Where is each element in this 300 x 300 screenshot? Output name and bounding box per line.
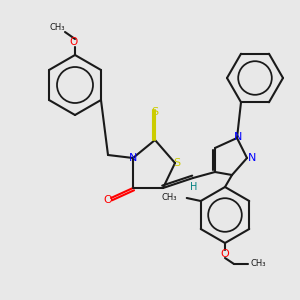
- Text: H: H: [190, 182, 198, 192]
- Text: S: S: [173, 158, 181, 168]
- Text: CH₃: CH₃: [49, 23, 65, 32]
- Text: CH₃: CH₃: [161, 194, 177, 202]
- Text: N: N: [234, 132, 242, 142]
- Text: S: S: [152, 107, 159, 117]
- Text: N: N: [248, 153, 256, 163]
- Text: CH₃: CH₃: [250, 260, 266, 268]
- Text: O: O: [70, 37, 78, 47]
- Text: O: O: [220, 249, 230, 259]
- Text: O: O: [103, 195, 112, 205]
- Text: N: N: [129, 153, 137, 163]
